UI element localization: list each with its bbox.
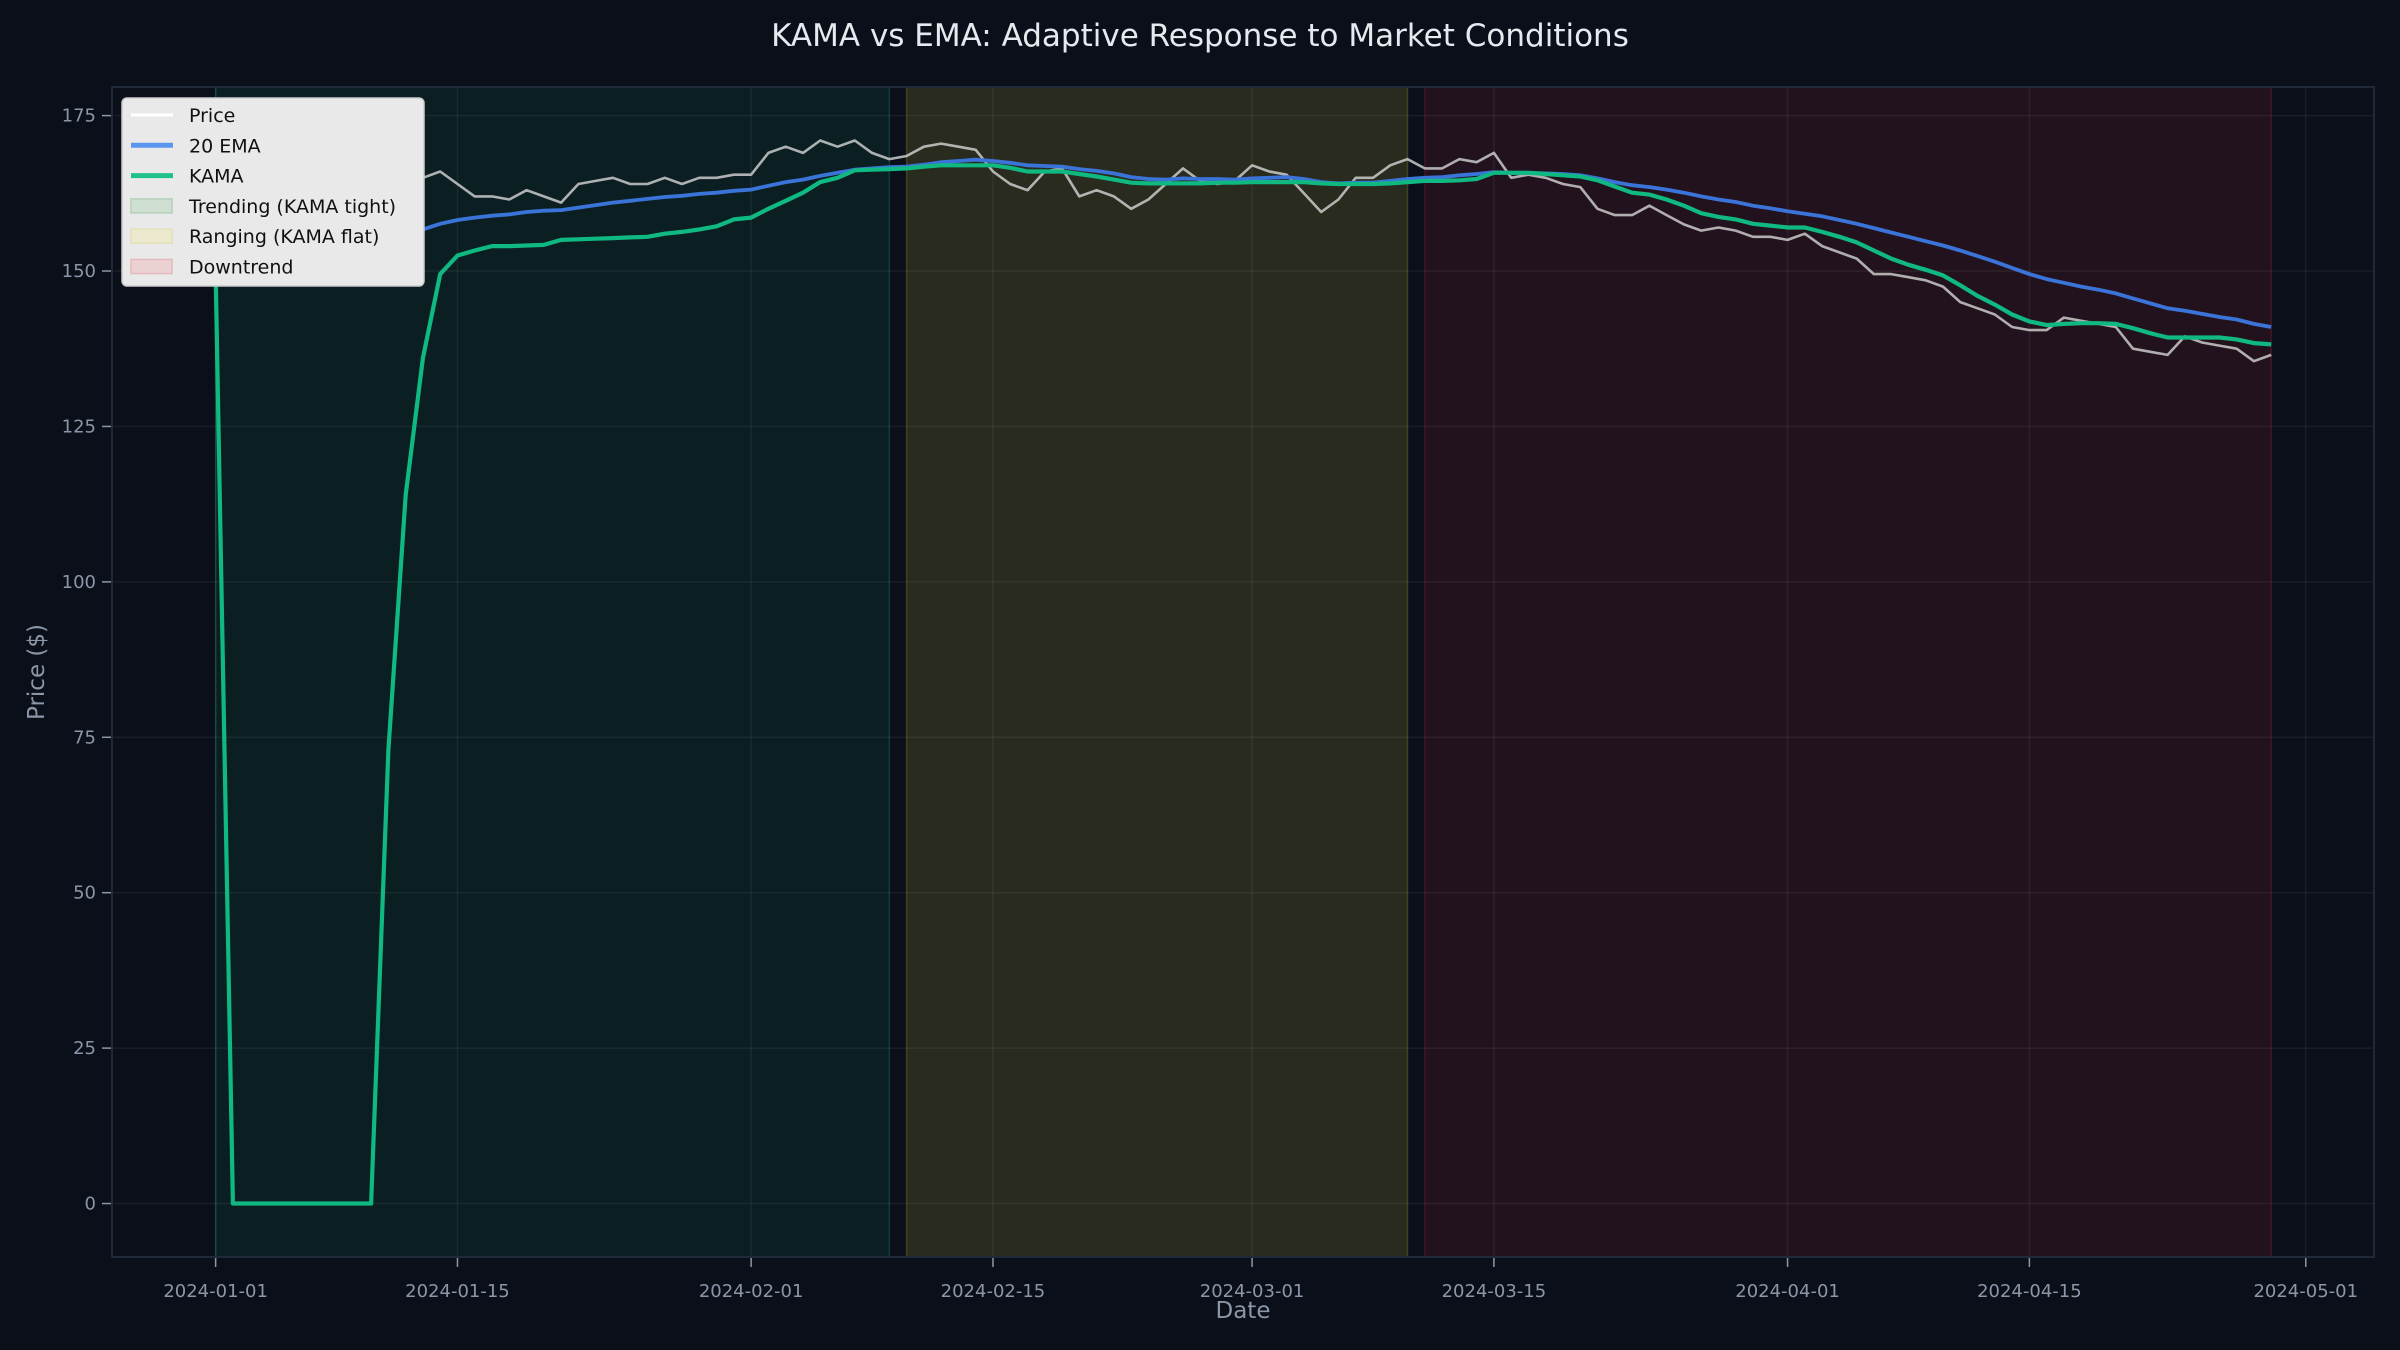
plot-area: 2024-01-01 2024-01-15 2024-02-01 2024-02-15… (62, 86, 2375, 1302)
x-tick-label: 2024-01-15 (405, 1281, 510, 1302)
legend-label: KAMA (189, 166, 244, 188)
axes-background (112, 87, 2374, 1257)
x-tick-label: 2024-03-01 (1200, 1281, 1305, 1302)
span-ranging (905, 86, 1409, 1258)
legend-label: Trending (KAMA tight) (188, 196, 396, 218)
x-tick-label: 2024-02-01 (699, 1281, 804, 1302)
y-axis-label: Price ($) (24, 624, 50, 720)
legend-swatch-patch (130, 258, 173, 275)
legend-label: Price (189, 105, 235, 127)
price-line (215, 139, 2272, 363)
y-tick-label: 0 (85, 1194, 96, 1215)
x-tick-label: 2024-03-15 (1442, 1281, 1547, 1302)
span-downtrend (1424, 86, 2272, 1258)
x-tick-label: 2024-04-15 (1977, 1281, 2082, 1302)
y-tick-label: 75 (73, 727, 96, 748)
x-tick-label: 2024-01-01 (163, 1281, 268, 1302)
y-tick-label: 100 (62, 572, 96, 593)
x-tick-label: 2024-04-01 (1735, 1281, 1840, 1302)
x-tick-label: 2024-02-15 (941, 1281, 1046, 1302)
legend-label: Ranging (KAMA flat) (189, 226, 379, 248)
legend-swatch-patch (130, 228, 173, 244)
y-tick-label: 175 (62, 106, 96, 127)
y-tick-label: 50 (73, 883, 96, 904)
legend: Price 20 EMA KAMA Trending (KAMA tight) Rang… (121, 97, 425, 287)
y-tick-label: 125 (62, 416, 96, 437)
kama-line (213, 163, 2272, 1206)
legend-label: Downtrend (189, 257, 293, 279)
legend-label: 20 EMA (189, 135, 261, 157)
y-tick-label: 25 (73, 1038, 96, 1059)
ema-line (215, 157, 2272, 329)
legend-box (121, 97, 425, 287)
x-tick-label: 2024-05-01 (2253, 1281, 2358, 1302)
y-tick-label: 150 (62, 261, 96, 282)
legend-swatch-patch (130, 198, 173, 214)
chart-title: KAMA vs EMA: Adaptive Response to Market… (771, 18, 1629, 54)
x-axis-label: Date (1216, 1298, 1271, 1324)
axes-frame (111, 86, 2375, 1258)
